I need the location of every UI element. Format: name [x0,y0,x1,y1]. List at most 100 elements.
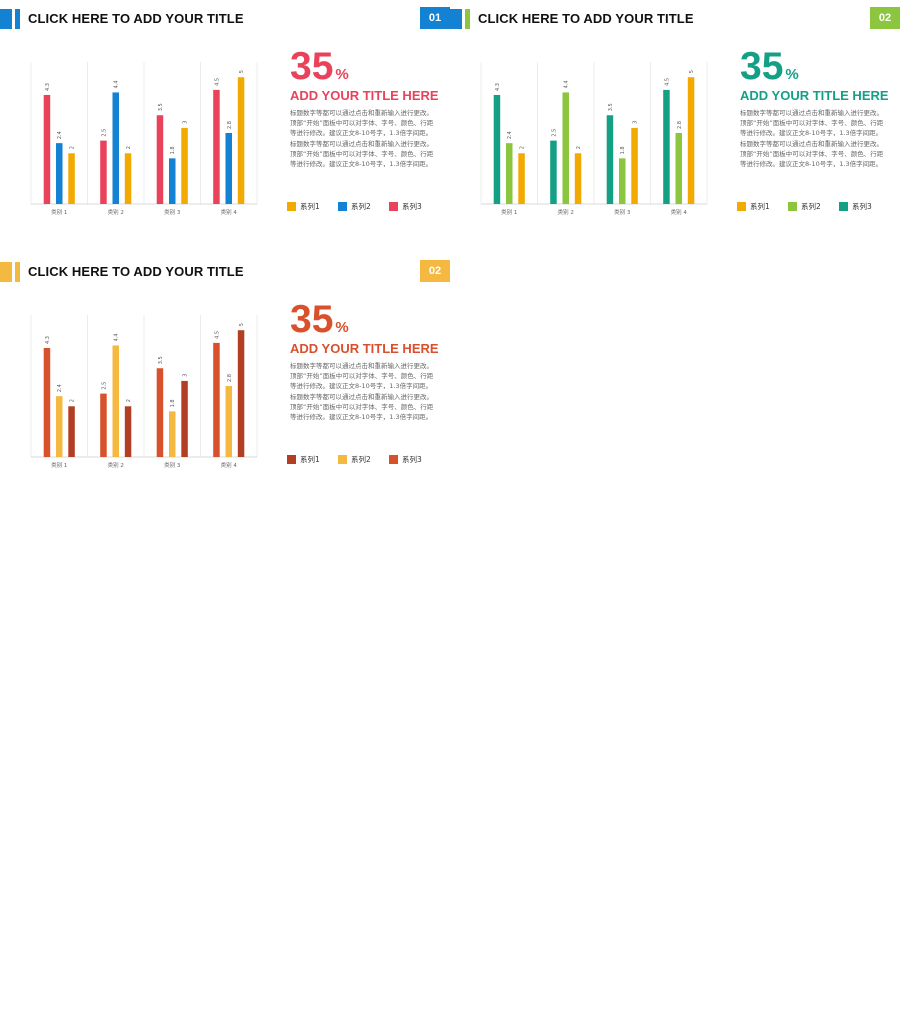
legend-label: 系列2 [801,201,821,211]
bar[interactable] [156,115,164,204]
data-label: 2.8 [227,121,233,129]
body-text[interactable]: 标题数字等都可以通过点击和重新输入进行更改。顶部“开始”面板中可以对字体、字号、… [290,362,434,422]
bar[interactable] [100,140,107,204]
title-accent-bar [0,9,12,29]
data-label: 2 [126,146,132,149]
bar[interactable] [574,153,582,204]
bar[interactable] [124,153,132,204]
legend-item[interactable]: 系列1 [287,453,320,465]
legend-item[interactable]: 系列3 [389,200,422,212]
stat-unit: % [335,319,349,336]
title-accent-stripe [15,9,20,29]
stat-value: 35 [290,298,334,341]
bar[interactable] [43,347,51,457]
body-text[interactable]: 标题数字等都可以通过点击和重新输入进行更改。顶部“开始”面板中可以对字体、字号、… [290,109,434,169]
page-badge: 02 [420,260,450,282]
data-label: 3 [183,374,189,377]
data-label: 3 [633,121,639,124]
x-tick-label: 类别 2 [108,208,124,216]
body-text[interactable]: 标题数字等都可以通过点击和重新输入进行更改。顶部“开始”面板中可以对字体、字号、… [740,109,884,169]
data-label: 1.8 [170,146,176,154]
bar[interactable] [606,115,614,204]
slide-1: CLICK HERE TO ADD YOUR TITLE 01 4.3 2.4 2 类… [0,0,450,253]
bar[interactable] [237,77,245,204]
title-accent-stripe [15,262,20,282]
data-label: 3 [183,121,189,124]
data-label: 2 [576,146,582,149]
x-tick-label: 类别 4 [221,461,238,469]
legend-swatch [287,201,296,211]
bar[interactable] [213,89,220,204]
bar[interactable] [675,133,683,204]
data-label: 2.8 [227,374,233,382]
bar[interactable] [169,411,176,457]
bar[interactable] [237,330,245,457]
bar[interactable] [687,77,695,204]
legend-swatch [389,201,398,211]
bar[interactable] [619,158,626,204]
bar[interactable] [56,143,63,204]
bar[interactable] [225,133,233,204]
legend-item[interactable]: 系列2 [338,453,371,465]
slide-title[interactable]: CLICK HERE TO ADD YOUR TITLE [478,11,694,26]
data-label: 2 [520,146,526,149]
bar[interactable] [550,140,557,204]
bar[interactable] [213,342,220,457]
stat-unit: % [785,66,799,83]
slide-title[interactable]: CLICK HERE TO ADD YOUR TITLE [28,264,244,279]
legend-item[interactable]: 系列3 [389,453,422,465]
legend-swatch [737,201,746,211]
legend-item[interactable]: 系列2 [788,200,821,212]
data-label: 1.8 [620,146,626,154]
data-label: 4.4 [114,333,120,341]
headline[interactable]: ADD YOUR TITLE HERE [740,88,889,103]
legend-swatch [839,201,848,211]
bar[interactable] [112,92,120,204]
legend-label: 系列1 [300,201,320,211]
bar[interactable] [631,127,638,204]
bar[interactable] [124,406,132,457]
bar[interactable] [68,153,75,204]
data-label: 2.5 [101,382,107,390]
legend-swatch [788,201,797,211]
data-label: 4.5 [214,331,220,339]
bar-chart: 4.3 2.4 2 类别 1 2.5 4.4 2 类别 2 3.5 1.8 3 类别 3 4.5 2.8 5… [480,62,708,216]
stat-number[interactable]: 35% [740,47,799,87]
legend-item[interactable]: 系列2 [338,200,371,212]
bar[interactable] [663,89,670,204]
data-label: 4.4 [564,80,570,88]
bar[interactable] [100,393,107,457]
legend-item[interactable]: 系列1 [737,200,770,212]
bar[interactable] [43,94,51,204]
bar[interactable] [562,92,570,204]
bar[interactable] [225,386,233,457]
data-label: 3.5 [158,356,164,364]
stat-value: 35 [290,45,334,88]
stat-number[interactable]: 35% [290,300,349,340]
legend-item[interactable]: 系列1 [287,200,320,212]
legend-item[interactable]: 系列3 [839,200,872,212]
x-tick-label: 类别 3 [164,208,181,216]
slide-2: CLICK HERE TO ADD YOUR TITLE 02 4.3 2.4 2 类… [450,0,900,253]
bar[interactable] [518,153,525,204]
headline[interactable]: ADD YOUR TITLE HERE [290,88,439,103]
data-label: 2.4 [507,131,513,139]
chart-legend: 系列1 系列2 系列3 [287,200,447,212]
bar[interactable] [181,380,188,457]
slide-3: CLICK HERE TO ADD YOUR TITLE 02 4.3 2.4 2 类… [0,253,450,506]
bar[interactable] [493,94,501,204]
page-badge: 02 [870,7,900,29]
slide-title[interactable]: CLICK HERE TO ADD YOUR TITLE [28,11,244,26]
data-label: 4.3 [495,83,501,91]
stat-number[interactable]: 35% [290,47,349,87]
bar[interactable] [56,396,63,457]
headline[interactable]: ADD YOUR TITLE HERE [290,341,439,356]
bar[interactable] [68,406,75,457]
bar[interactable] [181,127,188,204]
bar[interactable] [112,345,120,457]
bar[interactable] [506,143,513,204]
bar[interactable] [156,368,164,457]
x-tick-label: 类别 4 [671,208,688,216]
data-label: 4.4 [114,80,120,88]
bar[interactable] [169,158,176,204]
